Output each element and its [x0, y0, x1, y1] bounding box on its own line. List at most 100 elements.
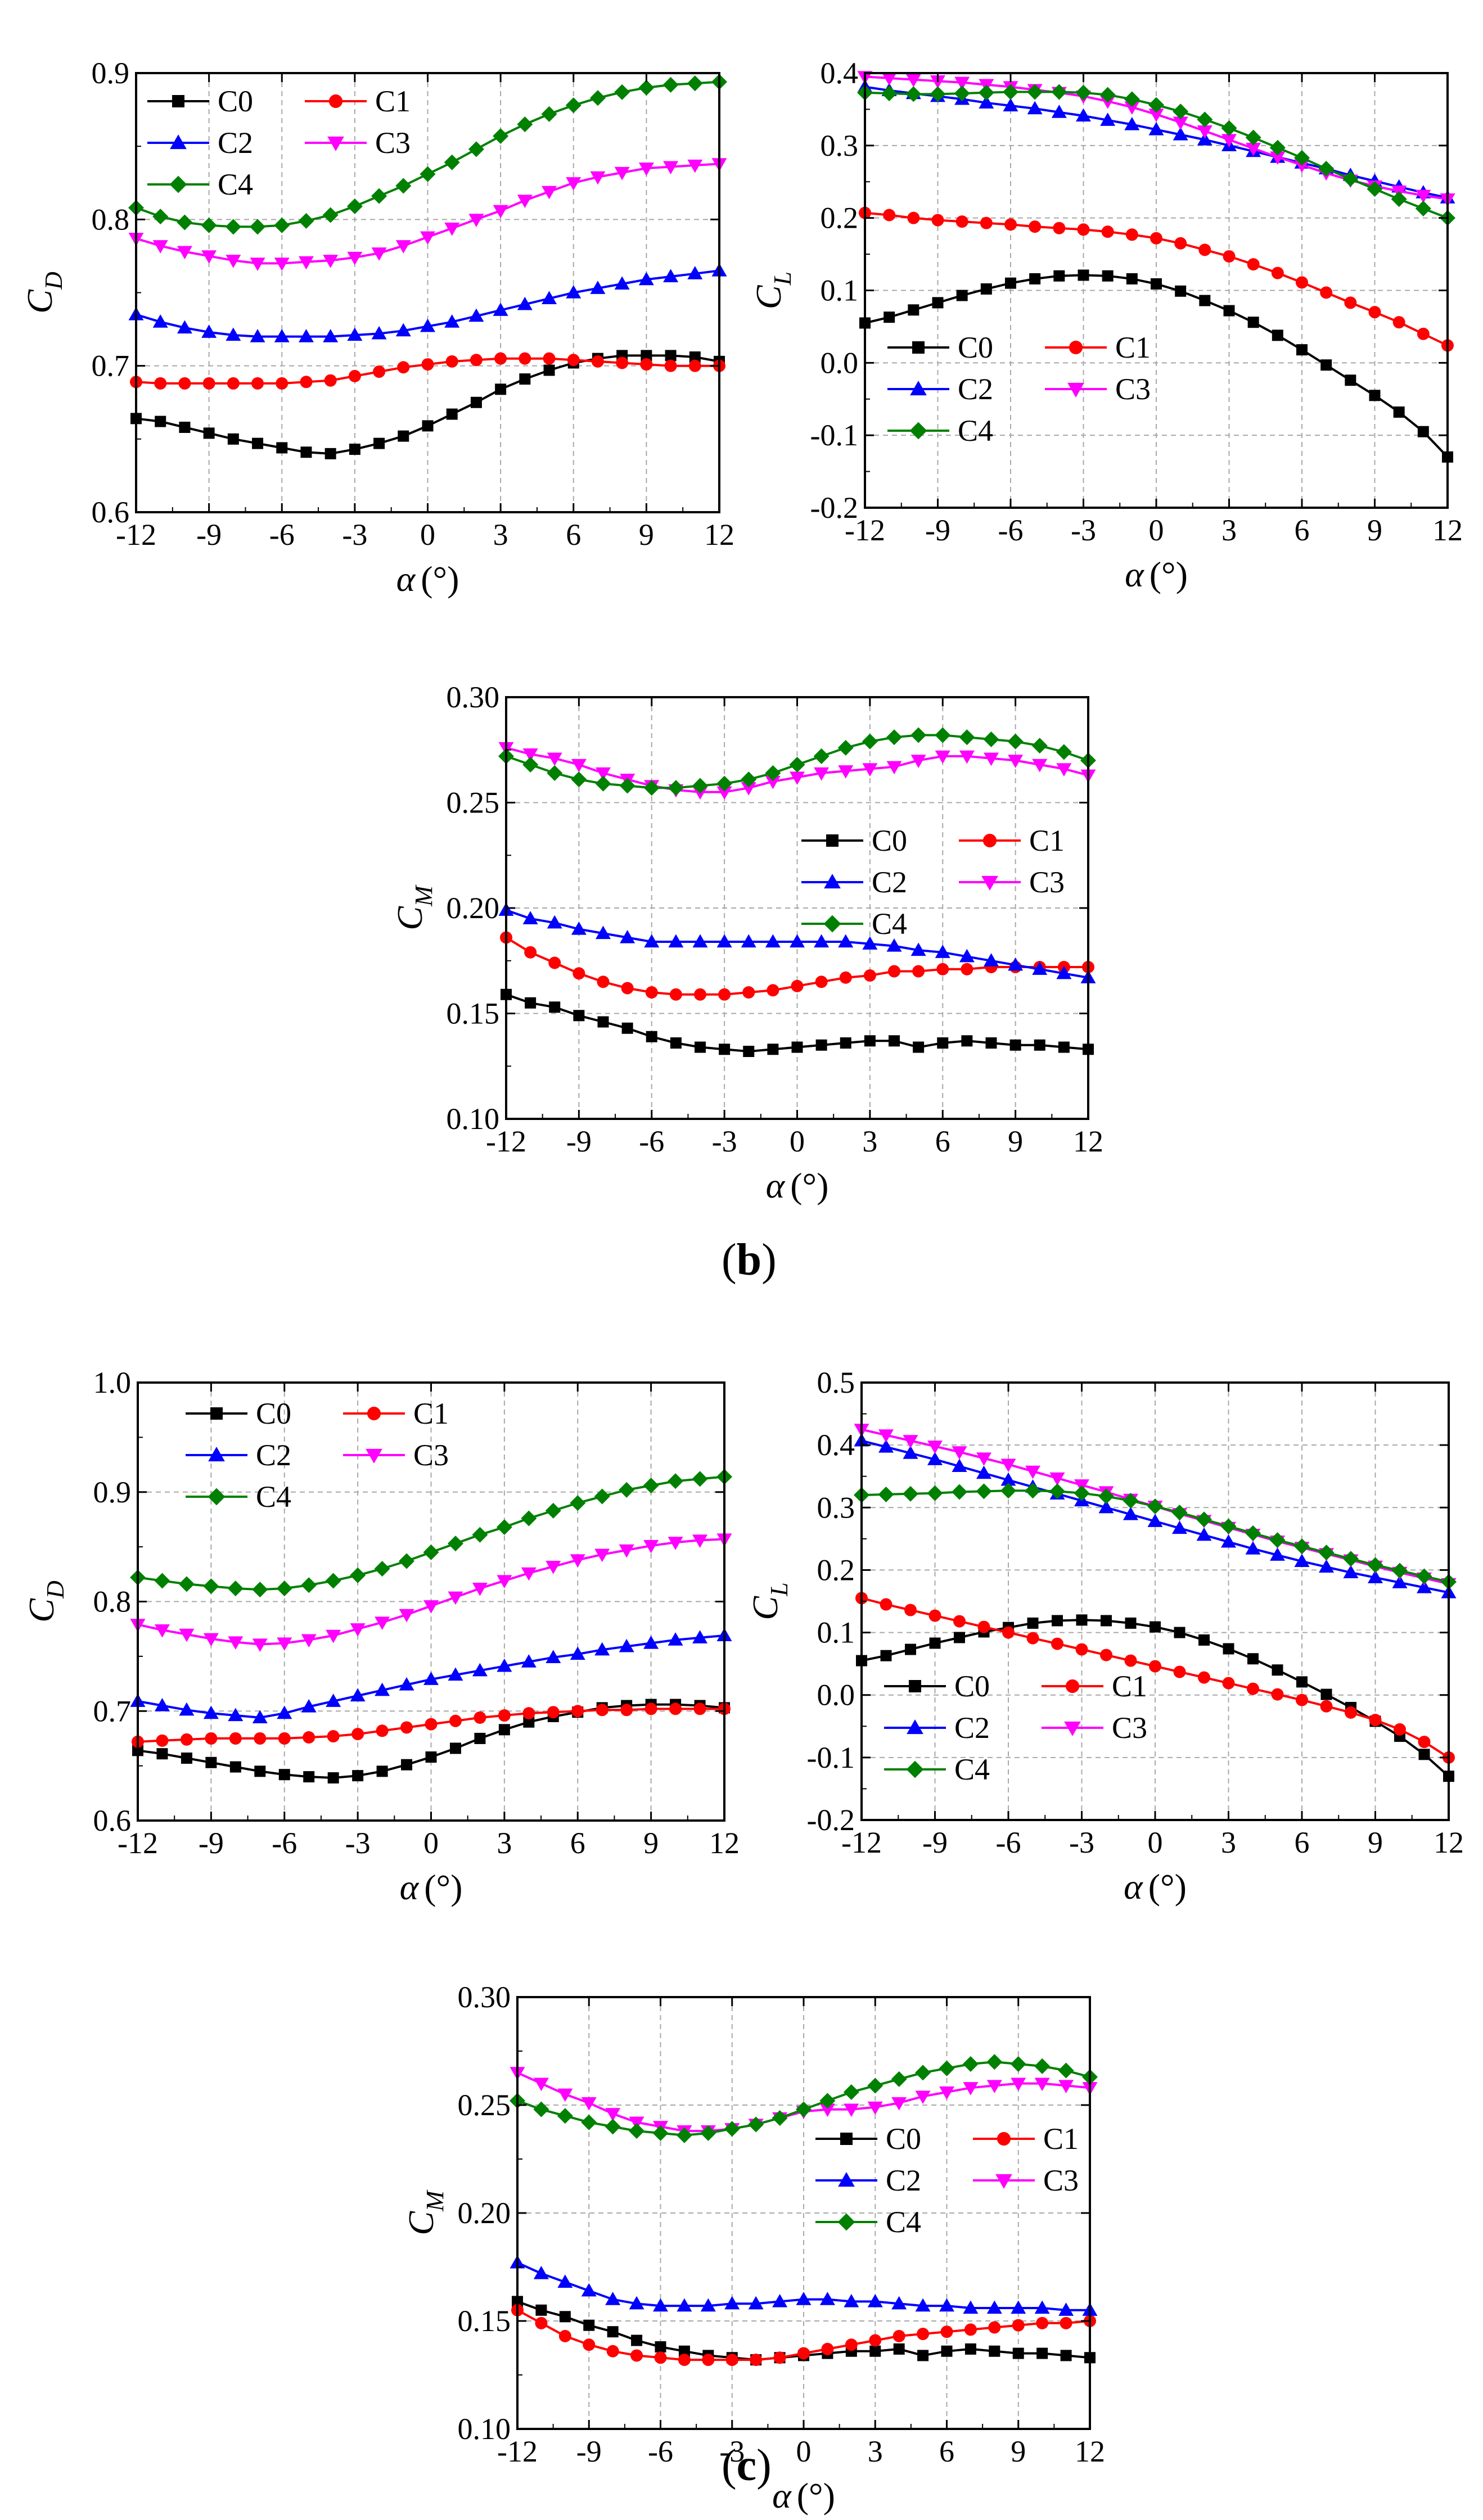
- marker-b-cl-C4-19: [1318, 161, 1335, 177]
- marker-b-cl-C4-11: [1124, 91, 1140, 107]
- marker-b-cl-C0-16: [1247, 317, 1259, 328]
- marker-b-cd-C0-23: [689, 351, 701, 363]
- marker-b-cl-C1-5: [980, 216, 993, 229]
- marker-b-cm-C0-4: [597, 1016, 609, 1028]
- marker-b-cm-C4-23: [1056, 744, 1072, 760]
- marker-c-cd-C3-6: [277, 1637, 292, 1651]
- marker-c-cl-C2-4: [952, 1458, 967, 1473]
- marker-c-cm-C0-6: [655, 2341, 666, 2353]
- marker-b-cd-C2-12: [420, 318, 435, 332]
- xtick-label-c-cm-2: -6: [648, 2435, 673, 2468]
- marker-b-cd-C3-7: [298, 256, 314, 270]
- marker-b-cd-C0-13: [446, 408, 458, 420]
- marker-c-cl-C2-18: [1294, 1553, 1310, 1567]
- marker-b-cl-C0-3: [932, 297, 944, 309]
- yaxis-label-c-cm: CM: [401, 2189, 449, 2236]
- marker-c-cm-C1-7: [678, 2354, 691, 2367]
- xtick-label-c-cl-1: -9: [922, 1826, 948, 1859]
- xtick-label-c-cl-7: 9: [1368, 1826, 1383, 1859]
- xtick-label-b-cl-4: 0: [1149, 513, 1164, 547]
- ytick-label-c-cm-1: 0.15: [458, 2304, 511, 2338]
- legend-marker-c-cd-C4: [208, 1488, 226, 1506]
- marker-b-cm-C0-19: [961, 1035, 973, 1047]
- marker-b-cd-C0-12: [422, 420, 434, 432]
- marker-c-cl-C2-13: [1172, 1520, 1187, 1534]
- marker-c-cd-C0-4: [229, 1761, 241, 1773]
- marker-b-cl-C4-10: [1099, 87, 1116, 103]
- marker-b-cl-C4-6: [1003, 84, 1018, 100]
- marker-b-cm-C2-5: [620, 930, 635, 943]
- legend-marker-c-cd-C2: [208, 1447, 225, 1462]
- xtick-label-b-cl-5: 3: [1221, 513, 1237, 547]
- xtick-label-b-cd-5: 3: [493, 518, 508, 552]
- marker-c-cd-C1-3: [205, 1732, 218, 1745]
- marker-b-cd-C2-6: [274, 329, 290, 342]
- marker-c-cl-C0-18: [1296, 1676, 1308, 1688]
- marker-c-cl-C4-13: [1171, 1505, 1188, 1521]
- marker-c-cm-C1-16: [892, 2329, 905, 2342]
- marker-c-cm-C3-18: [939, 2086, 954, 2100]
- xtick-label-b-cm-8: 12: [1073, 1124, 1103, 1158]
- marker-b-cm-C0-7: [670, 1037, 682, 1049]
- marker-c-cl-C2-14: [1196, 1527, 1212, 1541]
- marker-b-cl-C0-23: [1417, 426, 1429, 437]
- marker-b-cd-C4-5: [250, 219, 266, 235]
- panel-label-c-close: ): [756, 2441, 772, 2490]
- marker-b-cl-C3-14: [1197, 125, 1212, 139]
- marker-c-cm-C3-20: [986, 2080, 1002, 2093]
- marker-b-cd-C3-17: [542, 186, 557, 200]
- marker-c-cl-C2-10: [1098, 1500, 1114, 1514]
- marker-b-cd-C4-19: [589, 90, 606, 106]
- marker-b-cm-C0-18: [937, 1037, 949, 1049]
- marker-b-cd-C0-6: [276, 442, 288, 454]
- marker-c-cl-C4-19: [1318, 1544, 1335, 1561]
- marker-b-cl-C0-7: [1029, 273, 1041, 284]
- marker-c-cl-C1-16: [1247, 1682, 1259, 1695]
- marker-c-cd-C3-9: [350, 1623, 366, 1637]
- ytick-label-c-cm-0: 0.10: [458, 2412, 511, 2446]
- marker-c-cm-C2-21: [1011, 2300, 1026, 2314]
- marker-b-cm-C4-14: [837, 740, 854, 756]
- legend-label-b-cl-C4: C4: [958, 414, 993, 448]
- legend-label-b-cm-C3: C3: [1029, 865, 1065, 899]
- marker-b-cm-C4-4: [595, 775, 611, 792]
- marker-b-cl-C2-13: [1173, 127, 1188, 141]
- marker-c-cl-C3-8: [1049, 1472, 1065, 1486]
- marker-b-cd-C3-6: [274, 258, 290, 271]
- yaxis-label-sub-b-cl: L: [769, 272, 796, 286]
- marker-c-cd-C1-21: [644, 1702, 657, 1715]
- marker-b-cl-C1-19: [1320, 286, 1333, 299]
- marker-c-cd-C4-8: [325, 1573, 341, 1589]
- marker-b-cl-C4-5: [978, 84, 994, 101]
- marker-c-cd-C2-22: [668, 1632, 683, 1646]
- xtick-label-b-cd-4: 0: [420, 518, 435, 552]
- marker-c-cl-C3-1: [878, 1429, 894, 1443]
- marker-b-cl-C2-14: [1197, 132, 1212, 146]
- marker-c-cl-C2-5: [976, 1465, 991, 1479]
- marker-c-cl-C4-15: [1220, 1518, 1237, 1534]
- marker-b-cd-C3-12: [420, 231, 435, 245]
- marker-b-cl-C2-9: [1076, 108, 1091, 122]
- marker-b-cm-C3-14: [838, 765, 854, 779]
- marker-b-cd-C1-2: [178, 377, 191, 390]
- legend-marker-c-cm-C4: [837, 2213, 855, 2231]
- legend-marker-c-cl-C3: [1064, 1721, 1081, 1736]
- marker-c-cl-C0-11: [1125, 1617, 1137, 1629]
- marker-c-cd-C2-16: [521, 1654, 537, 1668]
- marker-b-cm-C0-6: [646, 1031, 657, 1042]
- marker-b-cd-C1-18: [567, 354, 580, 367]
- xtick-label-b-cl-1: -9: [925, 513, 950, 547]
- marker-c-cm-C1-20: [988, 2321, 1001, 2334]
- marker-c-cd-C3-16: [521, 1567, 537, 1581]
- marker-c-cm-C3-22: [1034, 2078, 1050, 2092]
- xtick-label-c-cd-3: -3: [345, 1826, 371, 1860]
- marker-b-cm-C1-2: [548, 956, 561, 969]
- xtick-label-b-cd-8: 12: [704, 518, 734, 552]
- marker-b-cl-C3-12: [1148, 109, 1164, 122]
- marker-c-cm-C0-20: [989, 2345, 1000, 2357]
- marker-b-cd-C1-6: [276, 377, 289, 390]
- marker-c-cl-C4-5: [976, 1483, 992, 1500]
- legend-label-c-cd-C0: C0: [256, 1397, 291, 1430]
- marker-b-cm-C2-19: [959, 949, 975, 963]
- marker-c-cl-C1-21: [1369, 1714, 1382, 1727]
